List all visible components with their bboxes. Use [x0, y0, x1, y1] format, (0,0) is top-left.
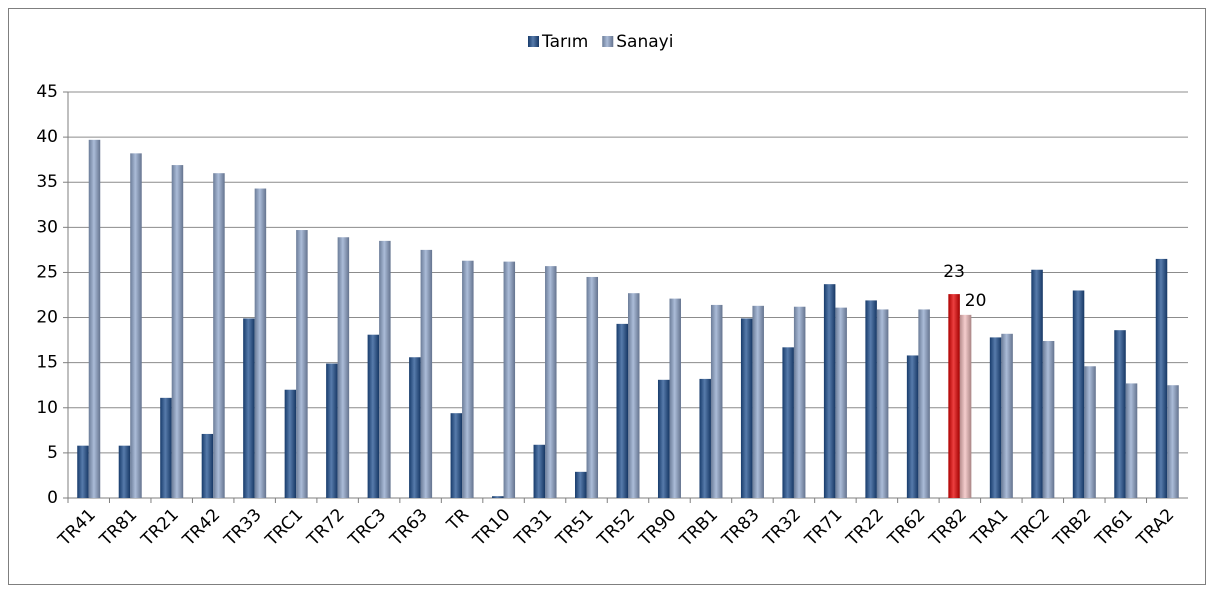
bar	[326, 363, 338, 498]
bar	[699, 378, 711, 498]
bar	[1125, 383, 1138, 498]
bar	[1084, 366, 1096, 498]
y-tick-label: 35	[36, 172, 58, 192]
bar	[284, 389, 297, 498]
bar	[337, 237, 350, 498]
bar	[918, 309, 930, 498]
y-tick-label: 20	[36, 308, 58, 328]
data-label: 23	[943, 262, 965, 282]
bar	[420, 249, 433, 498]
bar	[989, 337, 1002, 498]
bar	[876, 309, 889, 498]
bar	[1114, 330, 1126, 498]
bar	[1155, 258, 1168, 498]
y-tick-label: 30	[36, 217, 58, 237]
bar	[171, 165, 184, 498]
bar	[782, 347, 794, 498]
bar	[740, 318, 753, 498]
bar	[669, 298, 681, 498]
legend-label: Tarım	[541, 32, 588, 52]
bar	[959, 314, 972, 498]
legend-swatch	[602, 36, 614, 47]
bar	[1042, 341, 1055, 498]
bar	[1072, 290, 1085, 498]
bar	[450, 413, 463, 498]
legend-label: Sanayi	[616, 32, 673, 52]
bar	[118, 445, 131, 498]
y-tick-label: 15	[36, 353, 58, 373]
bar	[379, 240, 391, 498]
y-tick-label: 0	[47, 488, 58, 508]
bar	[1001, 333, 1013, 498]
bar	[296, 230, 308, 499]
bar	[462, 260, 474, 498]
bar	[130, 153, 142, 498]
bar	[616, 323, 628, 498]
bar	[254, 188, 267, 498]
bar	[710, 304, 723, 498]
bar	[243, 318, 255, 498]
bar	[752, 305, 764, 498]
y-tick-label: 5	[47, 443, 58, 463]
bar	[213, 173, 225, 498]
bar	[492, 496, 504, 498]
y-tick-label: 25	[36, 262, 58, 282]
data-label: 20	[965, 291, 987, 311]
bar	[865, 300, 877, 498]
bar	[367, 334, 380, 498]
bar	[1167, 385, 1179, 498]
bar	[77, 445, 89, 498]
bar	[906, 355, 919, 498]
bar	[88, 139, 101, 498]
bar	[793, 306, 806, 498]
bar	[1031, 269, 1043, 498]
bar	[948, 294, 960, 498]
bar	[409, 357, 421, 498]
bar	[628, 293, 640, 498]
bar	[657, 379, 670, 498]
bar	[503, 261, 516, 498]
bar	[201, 433, 214, 498]
bar	[823, 284, 836, 498]
bar	[586, 276, 599, 498]
bar	[835, 307, 847, 498]
y-tick-label: 45	[36, 82, 58, 102]
bar	[160, 397, 172, 498]
y-tick-label: 10	[36, 398, 58, 418]
bar	[575, 471, 587, 498]
bar	[545, 266, 557, 498]
y-tick-label: 40	[36, 127, 58, 147]
bar	[533, 444, 546, 498]
legend-swatch	[528, 36, 539, 47]
